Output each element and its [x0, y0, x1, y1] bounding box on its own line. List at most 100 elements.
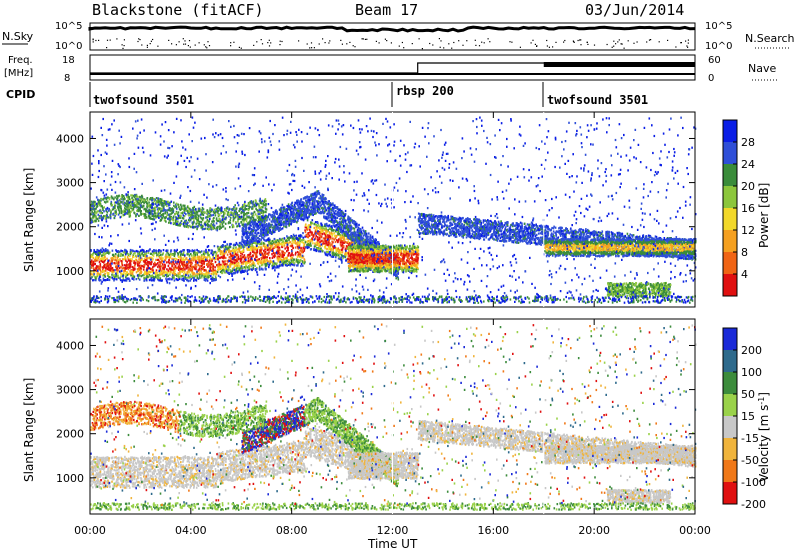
- heatmap-cell: [366, 261, 368, 264]
- heatmap-cell: [270, 220, 273, 223]
- heatmap-cell: [307, 208, 310, 211]
- heatmap-cell: [112, 275, 115, 278]
- heatmap-cell: [305, 208, 308, 211]
- heatmap-cell: [230, 250, 233, 253]
- heatmap-cell: [209, 262, 212, 265]
- heatmap-cell: [238, 249, 241, 252]
- heatmap-cell: [127, 258, 130, 261]
- heatmap-cell: [294, 205, 297, 208]
- freq-unit: [MHz]: [4, 68, 33, 79]
- heatmap-cell: [273, 237, 276, 241]
- heatmap-cell: [248, 248, 251, 251]
- heatmap-cell: [342, 232, 345, 235]
- heatmap-cell: [316, 201, 319, 204]
- heatmap-cell: [197, 251, 199, 254]
- heatmap-cell: [146, 250, 148, 253]
- heatmap-cell: [228, 245, 230, 248]
- heatmap-cell: [317, 226, 319, 229]
- heatmap-cell: [221, 260, 224, 263]
- heatmap-cell: [317, 208, 320, 211]
- heatmap-cell: [305, 213, 307, 216]
- heatmap-cell: [311, 233, 313, 236]
- heatmap-cell: [362, 237, 365, 240]
- heatmap-cell: [271, 264, 273, 267]
- heatmap-cell: [274, 252, 276, 255]
- heatmap-cell: [299, 200, 302, 203]
- heatmap-cell: [320, 231, 322, 234]
- heatmap-cell: [288, 239, 290, 242]
- heatmap-cell: [346, 237, 348, 240]
- heatmap-cell: [297, 264, 299, 267]
- heatmap-cell: [343, 241, 346, 244]
- heatmap-cell: [339, 210, 342, 213]
- heatmap-cell: [365, 232, 368, 235]
- heatmap-cell: [165, 255, 168, 258]
- heatmap-cell: [304, 212, 307, 215]
- heatmap-cell: [276, 242, 279, 245]
- heatmap-cell: [320, 235, 323, 238]
- heatmap-cell: [90, 249, 92, 252]
- heatmap-cell: [114, 278, 116, 281]
- heatmap-cell: [298, 216, 301, 219]
- heatmap-cell: [293, 263, 296, 266]
- heatmap-cell: [127, 268, 130, 271]
- heatmap-cell: [306, 246, 309, 250]
- heatmap-cell: [327, 235, 330, 239]
- heatmap-cell: [224, 256, 227, 260]
- heatmap-cell: [180, 270, 182, 273]
- heatmap-cell: [274, 227, 277, 230]
- heatmap-cell: [281, 241, 284, 244]
- heatmap-cell: [264, 265, 267, 268]
- heatmap-cell: [332, 237, 334, 240]
- heatmap-cell: [281, 260, 283, 263]
- heatmap-cell: [183, 272, 185, 275]
- heatmap-cell: [324, 233, 327, 237]
- heatmap-cell: [202, 258, 205, 261]
- heatmap-cell: [269, 242, 271, 245]
- heatmap-cell: [129, 270, 131, 273]
- heatmap-cell: [299, 206, 302, 209]
- power-heatmap-cells: [90, 116, 697, 304]
- heatmap-cell: [113, 279, 115, 282]
- heatmap-cell: [112, 271, 114, 274]
- heatmap-cell: [317, 205, 319, 208]
- heatmap-cell: [353, 238, 356, 241]
- heatmap-cell: [222, 251, 224, 254]
- heatmap-cell: [213, 271, 216, 274]
- heatmap-cell: [245, 234, 248, 237]
- heatmap-cell: [348, 222, 351, 225]
- heatmap-cell: [181, 258, 183, 261]
- heatmap-cell: [95, 268, 97, 271]
- heatmap-cell: [273, 263, 275, 266]
- heatmap-cell: [182, 264, 185, 267]
- heatmap-cell: [242, 245, 244, 248]
- heatmap-cell: [295, 251, 297, 254]
- heatmap-cell: [266, 249, 269, 252]
- heatmap-cell: [247, 259, 250, 263]
- heatmap-cell: [344, 252, 346, 255]
- heatmap-cell: [323, 242, 326, 245]
- heatmap-cell: [192, 258, 195, 261]
- heatmap-cell: [203, 265, 205, 268]
- heatmap-cell: [258, 258, 260, 261]
- heatmap-cell: [233, 243, 235, 246]
- heatmap-cell: [93, 268, 96, 271]
- heatmap-cell: [94, 250, 97, 254]
- heatmap-cell: [314, 211, 316, 214]
- heatmap-cell: [327, 201, 330, 204]
- heatmap-cell: [292, 233, 295, 236]
- heatmap-cell: [317, 248, 319, 251]
- heatmap-cell: [98, 260, 101, 264]
- heatmap-cell: [120, 260, 122, 263]
- heatmap-cell: [193, 279, 195, 282]
- heatmap-cell: [266, 218, 268, 221]
- heatmap-cell: [330, 244, 332, 247]
- heatmap-cell: [307, 198, 309, 201]
- heatmap-cell: [195, 262, 198, 265]
- heatmap-cell: [177, 254, 179, 257]
- heatmap-cell: [303, 249, 306, 252]
- heatmap-cell: [124, 279, 126, 282]
- heatmap-cell: [221, 271, 223, 274]
- heatmap-cell: [252, 264, 254, 267]
- heatmap-cell: [258, 268, 261, 271]
